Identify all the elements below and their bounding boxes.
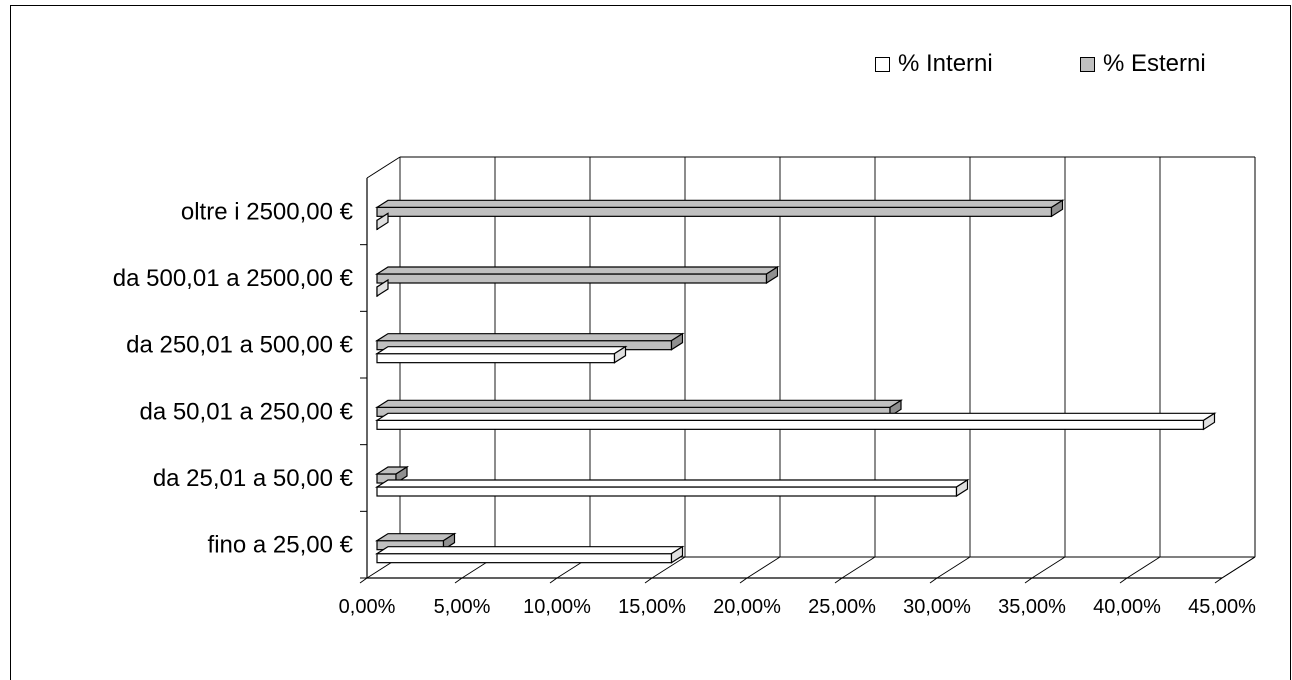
x-tick: [644, 577, 653, 584]
bar-top-esterni: [374, 266, 780, 275]
bar-end-interni: [1202, 412, 1216, 431]
x-tick-label: 35,00%: [998, 596, 1066, 618]
x-tick-label: 25,00%: [808, 596, 876, 618]
x-tick-label: 20,00%: [713, 596, 781, 618]
x-tick-label: 30,00%: [903, 596, 971, 618]
x-tick-label: 15,00%: [618, 596, 686, 618]
chart-frame: [10, 5, 1291, 680]
x-tick-label: 40,00%: [1093, 596, 1161, 618]
floor-gridline: [1031, 556, 1066, 579]
bar-end-esterni: [765, 265, 779, 285]
bar-interni: [376, 486, 958, 497]
bar-top-esterni: [374, 399, 904, 408]
legend-label-esterni: % Esterni: [1103, 50, 1206, 77]
floor-gridline: [841, 556, 876, 579]
x-tick: [929, 577, 938, 584]
bar-end-interni: [376, 212, 389, 231]
floor-gridline: [1126, 556, 1161, 579]
bar-end-esterni: [1050, 199, 1064, 218]
bar-top-esterni: [374, 199, 1065, 208]
floor-gridline: [1221, 556, 1256, 579]
x-tick-label: 5,00%: [434, 596, 491, 618]
y-tick-label: oltre i 2500,00 €: [181, 198, 354, 225]
x-tick-label: 45,00%: [1188, 596, 1256, 618]
bar-end-interni: [955, 478, 969, 498]
bar-top-interni: [374, 479, 970, 488]
x-tick: [1024, 577, 1033, 584]
legend-label-interni: % Interni: [898, 50, 993, 77]
bar-esterni: [376, 206, 1053, 217]
bar-top-esterni: [374, 533, 457, 542]
x-tick: [739, 577, 748, 584]
bar-end-interni: [670, 545, 684, 564]
bar-top-esterni: [374, 333, 685, 342]
x-tick: [1119, 577, 1128, 584]
y-tick-label: da 25,01 a 50,00 €: [153, 465, 354, 492]
y-tick-label: da 500,01 a 2500,00 €: [113, 265, 354, 292]
bar-interni: [376, 553, 673, 564]
bar-top-interni: [374, 546, 685, 555]
y-tick-label: da 250,01 a 500,00 €: [126, 332, 354, 359]
bar-top-interni: [374, 346, 628, 355]
legend-swatch-interni: [875, 56, 890, 72]
bar-interni: [376, 419, 1205, 430]
x-tick: [359, 577, 368, 584]
x-tick: [1214, 577, 1223, 584]
bar-end-esterni: [670, 332, 684, 351]
floor-gridline: [651, 556, 686, 579]
bar-interni: [376, 353, 616, 364]
floor-gridline: [746, 556, 781, 579]
bar-top-interni: [374, 412, 1217, 421]
bar-esterni: [376, 273, 768, 284]
x-tick-label: 10,00%: [523, 596, 591, 618]
y-tick-label: da 50,01 a 250,00 €: [139, 398, 353, 425]
side-wall-top-edge: [366, 156, 401, 179]
x-tick: [834, 577, 843, 584]
legend-item-interni: % Interni: [875, 50, 993, 78]
x-tick-label: 0,00%: [339, 596, 396, 618]
x-tick: [454, 577, 463, 584]
legend-item-esterni: % Esterni: [1080, 50, 1206, 78]
legend-swatch-esterni: [1080, 56, 1095, 72]
bar-end-interni: [613, 345, 627, 364]
x-tick: [549, 577, 558, 584]
bar-end-interni: [376, 278, 389, 298]
y-tick-label: fino a 25,00 €: [208, 532, 354, 559]
floor-gridline: [936, 556, 971, 579]
